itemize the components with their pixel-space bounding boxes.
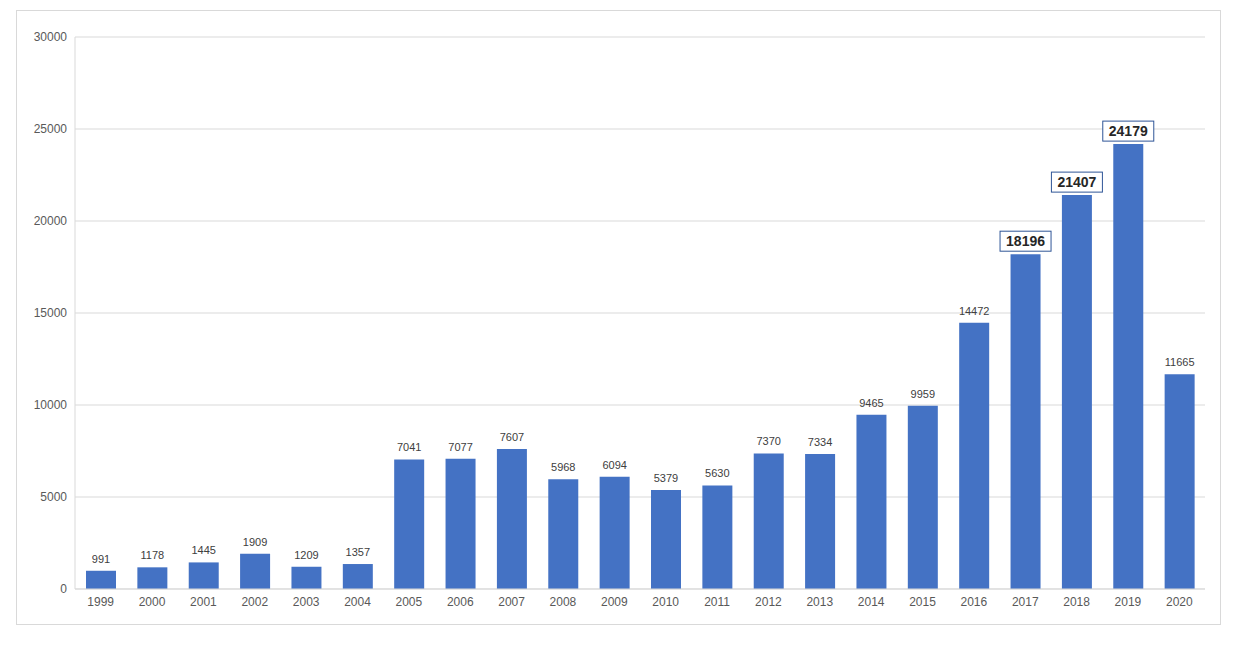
svg-text:2015: 2015 [909,595,936,609]
svg-text:7334: 7334 [808,436,832,448]
svg-text:7077: 7077 [448,441,472,453]
svg-text:25000: 25000 [34,122,68,136]
svg-text:5630: 5630 [705,467,729,479]
svg-text:2003: 2003 [293,595,320,609]
svg-text:15000: 15000 [34,306,68,320]
svg-text:9465: 9465 [859,397,883,409]
svg-text:11665: 11665 [1165,356,1195,368]
svg-text:9959: 9959 [911,388,935,400]
svg-text:2016: 2016 [961,595,988,609]
svg-text:5968: 5968 [551,461,575,473]
svg-text:2008: 2008 [550,595,577,609]
svg-text:2019: 2019 [1115,595,1142,609]
svg-text:2020: 2020 [1166,595,1193,609]
svg-text:2017: 2017 [1012,595,1039,609]
svg-text:2018: 2018 [1063,595,1090,609]
svg-text:2004: 2004 [344,595,371,609]
svg-text:1209: 1209 [294,549,318,561]
svg-text:2009: 2009 [601,595,628,609]
svg-text:1445: 1445 [191,544,215,556]
svg-text:7370: 7370 [756,435,780,447]
svg-text:7041: 7041 [397,441,421,453]
svg-text:18196: 18196 [1006,233,1045,249]
svg-text:30000: 30000 [34,30,68,44]
svg-text:2001: 2001 [190,595,217,609]
svg-text:2006: 2006 [447,595,474,609]
svg-text:2014: 2014 [858,595,885,609]
svg-text:24179: 24179 [1109,123,1148,139]
svg-text:21407: 21407 [1057,174,1096,190]
svg-text:7607: 7607 [500,431,524,443]
svg-text:2000: 2000 [139,595,166,609]
svg-text:1999: 1999 [87,595,114,609]
svg-text:20000: 20000 [34,214,68,228]
svg-text:5000: 5000 [40,490,67,504]
svg-text:14472: 14472 [959,305,990,317]
svg-text:2010: 2010 [652,595,679,609]
svg-text:1178: 1178 [141,549,165,561]
svg-text:2007: 2007 [498,595,525,609]
svg-text:1357: 1357 [346,546,370,558]
svg-text:0: 0 [60,582,67,596]
svg-text:2011: 2011 [704,595,730,609]
svg-text:10000: 10000 [34,398,68,412]
svg-text:2002: 2002 [241,595,268,609]
svg-text:1909: 1909 [243,536,267,548]
svg-text:5379: 5379 [654,472,678,484]
svg-text:2013: 2013 [806,595,833,609]
svg-text:6094: 6094 [602,459,626,471]
svg-text:2012: 2012 [755,595,782,609]
svg-text:991: 991 [92,553,110,565]
svg-text:2005: 2005 [396,595,423,609]
